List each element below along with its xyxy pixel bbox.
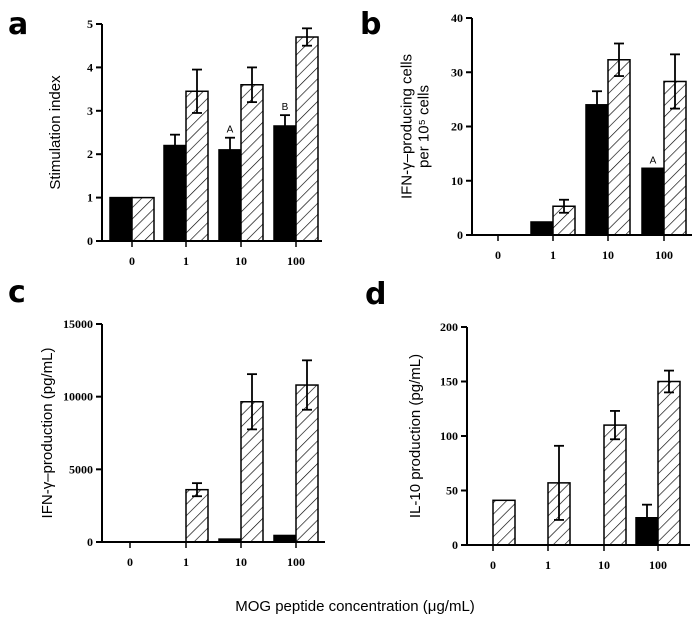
y-tick-label: 150 [440,375,458,389]
x-tick-label: 0 [129,254,135,268]
y-tick-label: 40 [451,11,463,25]
y-axis-label: IL-10 production (pg/mL) [407,354,424,518]
panel-letter: a [8,7,28,42]
y-tick-label: 0 [87,535,93,549]
y-tick-label: 100 [440,429,458,443]
y-tick-label: 10000 [63,390,93,404]
x-tick-label: 1 [550,248,556,262]
x-tick-label: 0 [490,558,496,572]
significance-label: B [282,102,289,113]
x-tick-label: 100 [655,248,673,262]
bar-hatched-100 [657,380,681,546]
x-tick-label: 100 [287,254,305,268]
bar-solid-10 [585,104,609,236]
y-axis-label: IFN-γ–producing cells [399,54,416,199]
panel-c: c IFN-γ–production (pg/mL) 0 5000 10000 15000… [8,275,325,569]
y-axis-label: IFN-γ–production (pg/mL) [39,348,56,519]
bar-hatched-10 [240,84,264,242]
bar-solid-100 [641,167,665,236]
x-tick-label: 1 [545,558,551,572]
y-tick-label: 5 [87,17,93,31]
panel-letter: d [365,277,386,312]
x-tick-label: 10 [598,558,610,572]
y-axis-label: Stimulation index [47,75,64,190]
x-tick-label: 100 [649,558,667,572]
bar-hatched-10 [603,424,627,546]
x-tick-label: 0 [127,555,133,569]
y-tick-label: 4 [87,60,93,74]
bar-solid-1 [530,221,554,236]
x-axis-label: MOG peptide concentration (μg/mL) [235,598,475,615]
bar-solid-1 [163,144,187,242]
panel-letter: c [8,275,26,310]
x-tick-label: 10 [602,248,614,262]
y-tick-label: 2 [87,147,93,161]
bar-hatched-10 [607,59,631,236]
bar-solid-0 [109,196,133,242]
x-tick-label: 10 [235,254,247,268]
x-tick-label: 1 [183,555,189,569]
bar-solid-10 [218,149,242,242]
x-tick-label: 10 [235,555,247,569]
y-tick-label: 200 [440,320,458,334]
x-tick-label: 1 [183,254,189,268]
y-tick-label: 5000 [69,462,93,476]
bar-hatched-100 [295,36,319,242]
bar-hatched-0 [131,196,155,242]
y-tick-label: 30 [451,65,463,79]
y-tick-label: 20 [451,120,463,134]
y-tick-label: 3 [87,104,93,118]
bar-hatched-1 [185,488,209,543]
y-tick-label: 0 [457,228,463,242]
significance-label: A [650,155,657,166]
panel-d: d IL-10 production (pg/mL) 0 50 100 150 200 0 1 1… [365,277,690,572]
panel-a: a Stimulation index A B 0 1 2 3 4 5 0 1 10 100 [8,7,322,268]
bar-hatched-0 [492,499,516,546]
x-tick-label: 0 [495,248,501,262]
y-tick-label: 0 [452,538,458,552]
bar-solid-100 [635,517,659,546]
bar-solid-100 [273,125,297,242]
y-tick-label: 0 [87,234,93,248]
y-tick-label: 15000 [63,317,93,331]
y-axis-label: per 10⁵ cells [416,85,433,168]
y-tick-label: 1 [87,191,93,205]
x-tick-label: 100 [287,555,305,569]
significance-label: A [227,125,234,136]
panel-letter: b [360,7,381,42]
y-tick-label: 10 [451,174,463,188]
y-tick-label: 50 [446,484,458,498]
